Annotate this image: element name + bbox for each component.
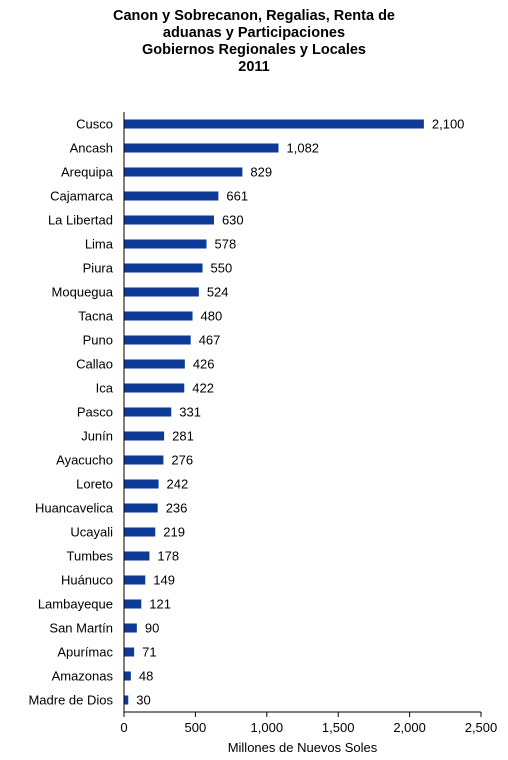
- category-label: Lambayeque: [38, 597, 113, 612]
- value-label: 331: [179, 405, 201, 420]
- category-label: Cajamarca: [50, 189, 114, 204]
- chart-title: Canon y Sobrecanon, Regalias, Renta de a…: [0, 8, 508, 76]
- category-label: Ayacucho: [56, 453, 113, 468]
- value-label: 30: [136, 693, 150, 708]
- chart-title-line: Canon y Sobrecanon, Regalias, Renta de: [112, 8, 395, 24]
- category-label: Huánuco: [61, 573, 113, 588]
- bar: [124, 311, 193, 321]
- value-label: 276: [171, 453, 193, 468]
- value-label: 1,082: [287, 141, 320, 156]
- category-label: Pasco: [77, 405, 113, 420]
- x-tick-label: 2,500: [465, 720, 498, 735]
- bar: [124, 671, 131, 681]
- category-label: Callao: [76, 357, 113, 372]
- category-label: Tumbes: [67, 549, 114, 564]
- value-label: 467: [199, 333, 221, 348]
- value-label: 661: [226, 189, 248, 204]
- category-label: Arequipa: [61, 165, 114, 180]
- x-tick-label: 1,000: [251, 720, 284, 735]
- bar: [124, 479, 159, 489]
- category-label: Ancash: [70, 141, 113, 156]
- category-label: Puno: [83, 333, 113, 348]
- x-tick-label: 500: [185, 720, 207, 735]
- chart-title-line: 2011: [238, 59, 270, 75]
- category-label: Ucayali: [70, 525, 113, 540]
- bar: [124, 575, 146, 585]
- bar: [124, 599, 142, 609]
- value-label: 2,100: [432, 117, 465, 132]
- bar: [124, 503, 158, 513]
- value-label: 480: [201, 309, 223, 324]
- x-tick-label: 2,000: [393, 720, 426, 735]
- category-label: Madre de Dios: [28, 693, 113, 708]
- category-label: Loreto: [76, 477, 113, 492]
- bar: [124, 431, 165, 441]
- value-label: 829: [250, 165, 272, 180]
- bar: [124, 287, 199, 297]
- x-tick-label: 1,500: [322, 720, 355, 735]
- bar: [124, 263, 203, 273]
- bar: [124, 647, 135, 657]
- value-label: 48: [139, 669, 153, 684]
- bar: [124, 455, 164, 465]
- bar: [124, 551, 150, 561]
- x-tick-label: 0: [120, 720, 127, 735]
- bar: [124, 335, 191, 345]
- category-label: La Libertad: [48, 213, 113, 228]
- bar: [124, 527, 156, 537]
- bar: [124, 191, 219, 201]
- bar: [124, 623, 137, 633]
- category-label: San Martín: [49, 621, 113, 636]
- bar: [124, 215, 214, 225]
- value-label: 550: [211, 261, 233, 276]
- chart-title-line: aduanas y Participaciones: [162, 25, 346, 41]
- value-label: 219: [163, 525, 185, 540]
- category-label: Huancavelica: [35, 501, 114, 516]
- bar: [124, 359, 185, 369]
- bar: [124, 239, 207, 249]
- category-label: Apurímac: [57, 645, 113, 660]
- bar: [124, 383, 185, 393]
- category-label: Amazonas: [52, 669, 114, 684]
- category-label: Tacna: [78, 309, 113, 324]
- category-label: Cusco: [76, 117, 113, 132]
- value-label: 426: [193, 357, 215, 372]
- category-label: Moquegua: [52, 285, 114, 300]
- value-label: 149: [153, 573, 175, 588]
- value-label: 121: [149, 597, 171, 612]
- category-label: Piura: [83, 261, 114, 276]
- category-label: Lima: [85, 237, 114, 252]
- value-label: 242: [167, 477, 189, 492]
- bar: [124, 407, 172, 417]
- value-label: 281: [172, 429, 194, 444]
- bar: [124, 695, 129, 705]
- bar: [124, 119, 424, 129]
- x-axis-title: Millones de Nuevos Soles: [228, 740, 378, 755]
- value-label: 90: [145, 621, 159, 636]
- value-label: 422: [192, 381, 214, 396]
- category-label: Junín: [81, 429, 113, 444]
- value-label: 578: [215, 237, 237, 252]
- bars-group: [124, 119, 424, 705]
- x-axis-ticks: 0 500 1,000 1,500 2,000 2,500: [120, 712, 497, 735]
- category-label: Ica: [96, 381, 114, 396]
- value-label: 630: [222, 213, 244, 228]
- bar: [124, 143, 279, 153]
- value-label: 524: [207, 285, 229, 300]
- y-axis-labels: Cusco Ancash Arequipa Cajamarca La Libertad L…: [28, 117, 113, 708]
- value-label: 178: [157, 549, 179, 564]
- chart-title-line: Gobiernos Regionales y Locales: [141, 42, 366, 58]
- bar: [124, 167, 243, 177]
- value-label: 71: [142, 645, 156, 660]
- value-label: 236: [166, 501, 188, 516]
